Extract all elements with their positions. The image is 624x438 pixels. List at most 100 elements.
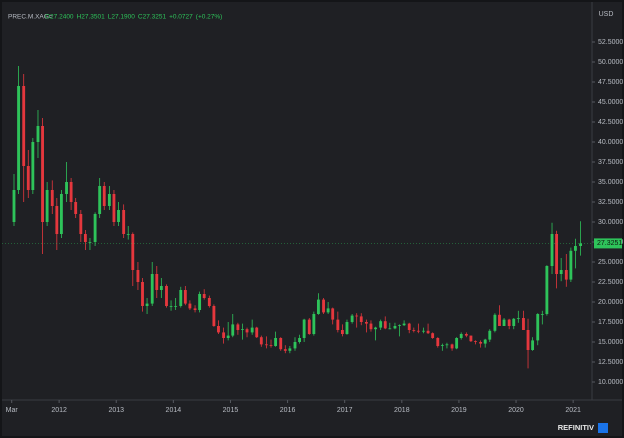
y-tick-label: 12.5000	[598, 359, 623, 366]
y-tick-label: 15.0000	[598, 339, 623, 346]
candle-body	[155, 274, 159, 290]
candle-body	[388, 328, 392, 330]
y-tick-label: 40.0000	[598, 139, 623, 146]
candle-body	[369, 323, 373, 330]
candle-body	[112, 194, 116, 222]
candle-body	[41, 126, 44, 222]
candle-body	[298, 338, 301, 342]
candle-body	[131, 234, 135, 270]
candle-body	[445, 344, 449, 346]
candle-body	[69, 182, 73, 202]
candle-body	[407, 323, 411, 330]
candle-body	[426, 330, 430, 334]
candle-body	[564, 270, 568, 280]
candle-body	[345, 322, 349, 334]
candle-body	[440, 345, 444, 346]
x-tick-label: 2021	[565, 407, 581, 414]
candle-body	[526, 330, 530, 350]
candle-body	[241, 329, 244, 330]
ohlc-value: O27.2400	[45, 14, 74, 21]
y-tick-label: 47.5000	[598, 79, 623, 86]
last-price-label: 27.3251	[597, 240, 622, 247]
candle-body	[269, 345, 273, 346]
brand: REFINITIV	[558, 423, 594, 432]
candle-body	[88, 242, 92, 243]
candle-body	[26, 166, 30, 190]
candle-body	[236, 324, 240, 330]
x-tick-label: 2013	[108, 407, 124, 414]
candle-body	[150, 274, 154, 304]
candle-body	[259, 337, 263, 345]
candle-body	[464, 334, 468, 336]
candle-body	[255, 327, 259, 338]
candle-body	[188, 303, 192, 309]
candle-body	[165, 286, 168, 306]
y-tick-label: 42.5000	[598, 119, 623, 126]
candle-body	[469, 335, 473, 342]
candle-body	[545, 266, 549, 314]
candle-body	[265, 344, 268, 346]
brand-icon	[598, 423, 608, 433]
candle-body	[55, 206, 59, 234]
x-tick-label: 2019	[451, 407, 467, 414]
candle-body	[493, 314, 497, 331]
ohlc-value: H27.3501	[77, 14, 106, 21]
last-price-box	[594, 238, 622, 249]
y-tick-label: 32.5000	[598, 199, 623, 206]
candle-body	[198, 294, 202, 310]
candle-body	[540, 314, 544, 315]
candle-body	[79, 214, 83, 234]
candle-body	[145, 303, 149, 306]
candle-body	[136, 270, 140, 282]
x-tick-label: 2012	[51, 407, 67, 414]
candle-body	[502, 319, 506, 326]
candle-body	[17, 86, 20, 190]
candle-body	[212, 306, 216, 326]
symbol: PREC.M.XAG=	[8, 14, 53, 21]
candle-body	[302, 319, 306, 338]
candle-body	[459, 334, 463, 338]
candle-body	[174, 306, 178, 307]
candle-body	[574, 246, 577, 251]
candle-body	[422, 330, 425, 332]
candle-body	[93, 214, 97, 242]
candle-body	[250, 327, 254, 333]
candle-body	[326, 308, 330, 313]
candle-body	[207, 298, 211, 306]
y-tick-label: 22.5000	[598, 279, 623, 286]
candle-body	[355, 315, 359, 317]
candle-body	[479, 342, 483, 344]
candle-body	[159, 286, 163, 290]
candle-body	[455, 338, 459, 349]
candle-body	[555, 234, 559, 274]
candle-body	[498, 314, 501, 326]
x-tick-label: 2014	[166, 407, 182, 414]
candle-body	[50, 190, 54, 206]
candle-body	[569, 250, 573, 280]
x-tick-label: 2020	[508, 407, 524, 414]
candle-body	[450, 344, 454, 349]
ohlc-value: L27.1900	[108, 14, 135, 21]
candle-body	[36, 126, 40, 142]
candle-body	[179, 290, 183, 306]
candle-body	[98, 186, 102, 214]
y-tick-label: 10.0000	[598, 379, 623, 386]
y-tick-label: 37.5000	[598, 159, 623, 166]
candle-body	[274, 338, 278, 346]
candle-body	[364, 322, 368, 324]
candle-body	[245, 329, 249, 333]
candle-body	[322, 299, 325, 313]
y-tick-label: 30.0000	[598, 219, 623, 226]
currency: USD	[599, 11, 614, 18]
candle-body	[288, 348, 292, 351]
candle-body	[231, 324, 235, 336]
candle-body	[74, 202, 78, 214]
candle-body	[431, 333, 435, 338]
candle-body	[22, 86, 26, 166]
candle-body	[379, 321, 383, 328]
candle-body	[59, 194, 63, 234]
candle-body	[474, 341, 477, 342]
ohlc-value: C27.3251	[138, 14, 167, 21]
y-tick-label: 50.0000	[598, 59, 623, 66]
